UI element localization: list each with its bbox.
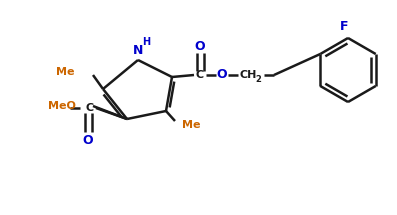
Text: O: O xyxy=(83,134,93,146)
Text: F: F xyxy=(340,20,348,32)
Text: CH: CH xyxy=(239,70,257,80)
Text: Me: Me xyxy=(182,120,200,130)
Text: O: O xyxy=(217,69,227,81)
Text: C: C xyxy=(196,70,204,80)
Text: O: O xyxy=(195,40,205,52)
Text: MeO: MeO xyxy=(48,101,76,111)
Text: H: H xyxy=(142,37,150,47)
Text: 2: 2 xyxy=(255,75,261,83)
Text: N: N xyxy=(133,43,143,57)
Text: C: C xyxy=(86,103,94,113)
Text: Me: Me xyxy=(56,67,74,77)
